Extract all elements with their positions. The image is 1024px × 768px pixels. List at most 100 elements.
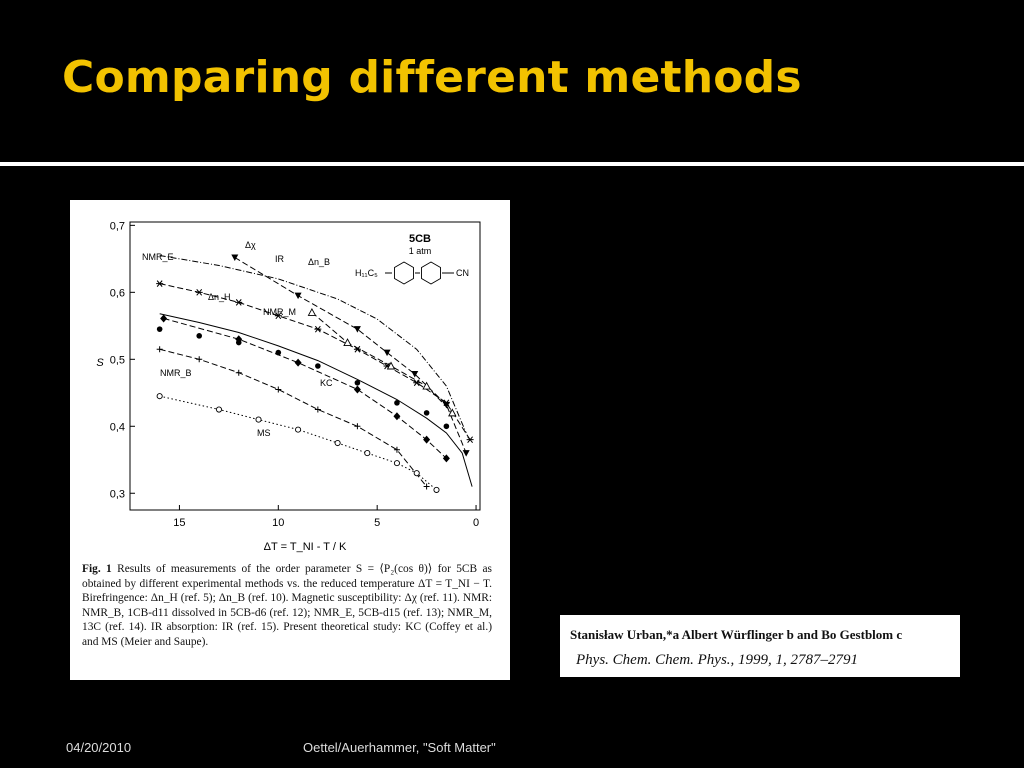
x-tick-label: 5 — [374, 517, 380, 529]
footer-date: 04/20/2010 — [66, 740, 132, 755]
point-ms — [433, 486, 440, 493]
point-nmr-m — [354, 379, 361, 386]
point-nmr-e — [314, 325, 322, 333]
point-nmr-m — [315, 363, 321, 369]
y-tick-label: 0,7 — [110, 220, 125, 232]
point-nmr-b — [314, 406, 321, 413]
point-ir — [294, 292, 302, 300]
y-tick-label: 0,5 — [110, 354, 125, 366]
point--n-h — [442, 454, 450, 463]
series-label-nmr-e: NMR_E — [142, 252, 174, 262]
series-line-- — [159, 255, 467, 434]
point-nmr-e — [195, 289, 203, 296]
x-tick-label: 15 — [173, 517, 185, 529]
slide-title: Comparing different methods — [62, 52, 802, 103]
point-ir — [442, 401, 450, 409]
title-bar: Comparing different methods — [0, 0, 1024, 160]
figure-caption: Fig. 1 Results of measurements of the or… — [82, 562, 492, 650]
point-nmr-e — [274, 312, 282, 320]
point--n-b — [386, 361, 396, 370]
point--n-h — [393, 412, 401, 421]
point-nmr-b — [196, 356, 203, 363]
benzene-ring — [421, 261, 441, 285]
order-parameter-chart: 15 10 5 00,30,40,50,60,7ΔT = T_NI - T / KS … — [96, 220, 481, 553]
caption-text: Results of measurements of the order par… — [82, 563, 492, 648]
series-line-ms — [159, 395, 437, 491]
point-ms — [215, 406, 223, 413]
point-nmr-m — [275, 349, 282, 356]
series-line-kc — [159, 313, 473, 487]
point-ms — [295, 426, 302, 433]
point--n-b — [448, 408, 457, 417]
point--n-h — [353, 385, 361, 394]
y-tick-label: 0,6 — [110, 287, 125, 299]
point-ms — [364, 450, 371, 457]
point-ms — [413, 470, 420, 477]
point-nmr-b — [423, 483, 430, 490]
plot-frame — [129, 221, 481, 511]
benzene-ring — [394, 261, 414, 285]
point--n-h — [423, 435, 431, 444]
point-ms — [334, 439, 341, 447]
series-label-kc: KC — [320, 378, 333, 388]
point-ir — [462, 450, 470, 457]
x-tick-label: 0 — [473, 517, 479, 529]
title-divider — [0, 162, 1024, 166]
point-nmr-m — [156, 326, 163, 332]
caption-label: Fig. 1 — [82, 563, 112, 575]
inset-pressure: 1 atm — [409, 246, 432, 256]
point--n-h — [294, 358, 302, 367]
y-axis-label: S — [96, 357, 104, 369]
point-nmr-m — [235, 339, 242, 346]
point-ms — [156, 393, 163, 400]
y-tick-label: 0,3 — [110, 488, 125, 500]
point-nmr-e — [156, 280, 164, 287]
point-nmr-m — [423, 410, 430, 416]
series-label-nmr-b: NMR_B — [160, 368, 192, 378]
point-nmr-m — [394, 400, 400, 406]
point--n-b — [343, 338, 352, 347]
point-nmr-m — [196, 333, 203, 339]
point-ir — [231, 254, 239, 261]
point-nmr-e — [466, 436, 474, 443]
point-ir — [353, 326, 361, 333]
series-line-ir — [234, 257, 467, 454]
x-axis-label: ΔT = T_NI - T / K — [264, 541, 347, 553]
series-label-nmr-m: NMR_M — [263, 307, 296, 317]
point--n-h — [160, 314, 168, 323]
series-line--n-b — [311, 312, 453, 414]
point-nmr-e — [413, 379, 421, 387]
reference-journal: Phys. Chem. Chem. Phys., 1999, 1, 2787–2… — [576, 652, 859, 668]
series-label-ms: MS — [257, 428, 271, 438]
reference-box: Stanisław Urban,*a Albert Würflinger b a… — [560, 615, 960, 677]
inset-formula-left: H₁₁C₅ — [355, 268, 378, 278]
point--n-b — [422, 381, 431, 390]
point-nmr-e — [235, 299, 243, 306]
chart-axes: 15 10 5 0 0,3 0,4 0,5 0,6 0,7 ΔT = T_NI - T / K S — [96, 220, 481, 553]
point-nmr-b — [275, 386, 282, 393]
point-ms — [393, 460, 400, 467]
point--n-b — [307, 307, 317, 316]
series-label--: Δχ — [245, 240, 256, 250]
point-nmr-b — [393, 446, 400, 453]
chart-series: Δχ NMR_E IR Δn_B Δn_H NMR_M KC NMR_B MS — [142, 240, 474, 493]
series-label-ir: IR — [275, 254, 285, 264]
footer-center: Oettel/Auerhammer, "Soft Matter" — [303, 740, 496, 755]
point-nmr-m — [443, 423, 450, 430]
reference-authors: Stanisław Urban,*a Albert Würflinger b a… — [570, 627, 903, 642]
inset-compound: 5CB — [409, 233, 431, 245]
point-ir — [383, 349, 391, 357]
point-ms — [255, 416, 262, 423]
x-tick-label: 10 — [272, 517, 284, 529]
point-ir — [411, 371, 419, 378]
series-line-nmr-b — [159, 348, 427, 487]
y-tick-label: 0,4 — [110, 421, 125, 433]
series-label--n-h: Δn_H — [208, 292, 231, 302]
point-nmr-b — [156, 346, 163, 353]
series-label--n-b: Δn_B — [308, 257, 330, 267]
point-nmr-b — [354, 423, 361, 430]
inset-formula-right: CN — [456, 268, 469, 278]
point-nmr-b — [235, 369, 242, 376]
